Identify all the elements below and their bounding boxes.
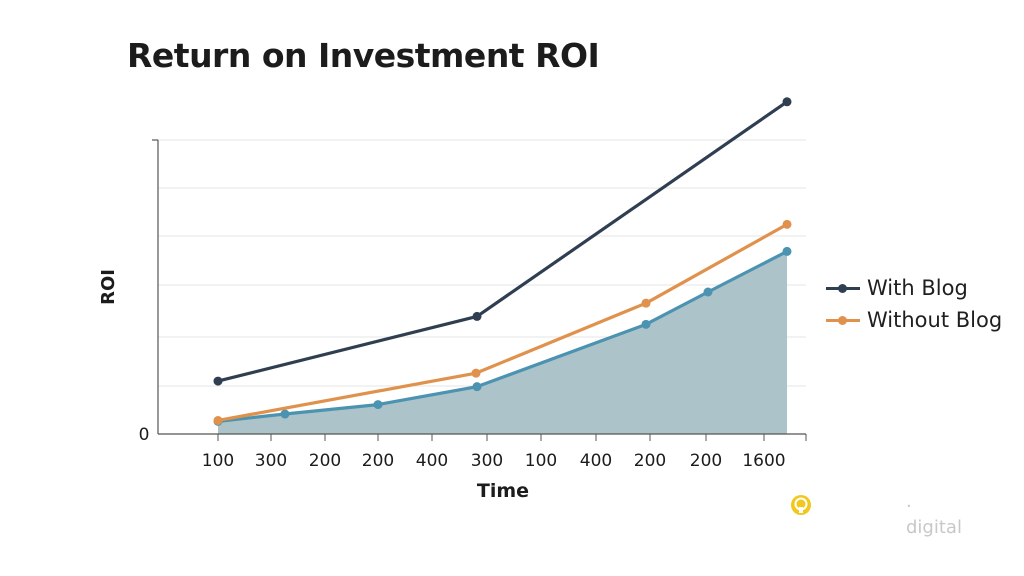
x-tick-label-3: 200 <box>362 451 394 471</box>
legend-label-without-blog: Without Blog <box>867 308 1003 332</box>
brand-watermark: · digital <box>790 494 962 538</box>
series-1-point-0 <box>213 415 223 425</box>
chart-title: Return on Investment ROI <box>127 36 600 75</box>
brand-text: · digital <box>906 496 962 538</box>
x-tick-label-6: 100 <box>525 451 557 471</box>
series-2-point-6 <box>782 246 792 256</box>
series-2-point-2 <box>373 400 383 410</box>
legend: With Blog Without Blog <box>826 272 1002 336</box>
legend-swatch-without-blog <box>826 315 860 325</box>
x-axis-label: Time <box>477 480 529 502</box>
series-1-point-2 <box>641 298 651 308</box>
axes <box>152 139 807 441</box>
series-0-point-2 <box>782 97 792 107</box>
x-tick-label-8: 200 <box>634 451 666 471</box>
series-2-point-1 <box>280 409 290 419</box>
legend-swatch-with-blog <box>826 283 860 293</box>
series-2-point-5 <box>703 287 713 297</box>
legend-item-with-blog: With Blog <box>826 272 1002 304</box>
x-tick-label-5: 300 <box>471 451 503 471</box>
x-tick-label-10: 1600 <box>742 451 785 471</box>
series-1-point-1 <box>471 368 481 378</box>
legend-item-without-blog: Without Blog <box>826 304 1002 336</box>
y-axis-label: ROI <box>98 269 119 305</box>
series-2-point-3 <box>472 382 482 392</box>
x-tick-label-4: 400 <box>416 451 448 471</box>
legend-label-with-blog: With Blog <box>867 276 968 300</box>
area-fill <box>218 251 787 434</box>
x-tick-label-9: 200 <box>690 451 722 471</box>
series-0-point-0 <box>213 376 223 386</box>
series-0-point-1 <box>472 311 482 321</box>
y-tick-label-0: 0 <box>139 425 150 445</box>
x-tick-label-1: 300 <box>255 451 287 471</box>
lightbulb-icon <box>791 495 811 515</box>
series-1-point-3 <box>782 219 792 229</box>
series-2-point-4 <box>641 319 651 329</box>
area-layer <box>218 251 787 434</box>
series-line-1 <box>216 222 789 423</box>
x-tick-label-7: 400 <box>580 451 612 471</box>
x-tick-labels: 100 300 200 200 400 300 100 400 200 200 1600 <box>202 451 786 471</box>
series-lines <box>213 97 792 426</box>
x-tick-label-0: 100 <box>202 451 234 471</box>
x-tick-label-2: 200 <box>309 451 341 471</box>
